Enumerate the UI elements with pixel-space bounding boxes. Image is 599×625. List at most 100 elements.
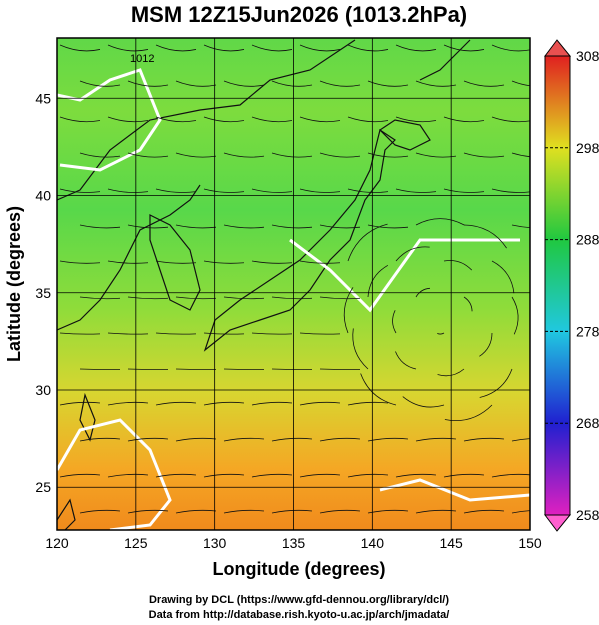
streamline [463,437,505,442]
streamline [155,116,197,123]
streamline [223,296,265,300]
y-axis-label: Latitude (degrees) [4,206,24,362]
streamline [463,224,507,249]
streamline [127,152,169,158]
streamline [360,373,397,406]
streamline [367,509,409,514]
streamline [319,152,361,158]
streamline [347,473,389,478]
x-tick-label: 140 [361,535,385,551]
streamline [415,218,465,226]
streamline [347,44,389,52]
streamline [155,473,197,478]
streamline [271,509,313,514]
streamline [491,44,530,52]
streamline [415,80,457,87]
colorbar-top-arrow [544,39,572,57]
streamline [203,188,245,193]
streamline [251,188,293,193]
y-tick-label: 25 [35,479,51,495]
streamline [299,332,341,335]
x-tick-label: 130 [203,535,227,551]
streamline [107,260,149,264]
streamline [395,188,437,193]
streamline [59,401,101,406]
streamline [444,404,493,421]
streamline [271,296,313,300]
streamline [352,328,369,370]
streamline [367,224,409,229]
streamline [443,260,473,271]
streamline [127,368,169,370]
streamline [175,437,217,442]
credit: Drawing by DCL (https://www.gfd-dennou.o… [149,594,449,606]
colorbar-tick-label: 288 [576,232,599,248]
streamline [203,260,245,264]
streamline [107,332,149,335]
streamline [415,152,457,158]
streamline [79,296,121,300]
streamline [395,246,430,262]
y-tick-label: 30 [35,382,51,398]
colorbar-tick-label: 258 [576,507,599,523]
x-tick-label: 125 [124,535,148,551]
streamline [59,473,101,478]
streamline [367,152,409,158]
streamline [395,44,437,52]
streamline [443,116,485,123]
streamline [203,44,245,52]
x-tick-label: 145 [439,535,463,551]
streamline [319,368,361,370]
streamline [463,80,505,87]
streamline [415,437,457,442]
streamline [251,260,293,264]
colorbar-tick-label: 268 [576,415,599,431]
axes: 120 125 130 135 140 145 150 25 30 35 40 45 [35,38,542,551]
y-tick-label: 35 [35,285,51,301]
streamline [319,224,361,229]
x-tick-label: 120 [45,535,69,551]
streamline [79,509,121,514]
streamline [511,224,530,228]
streamline [223,437,265,442]
streamline [107,473,149,478]
streamline [271,437,313,442]
streamline [251,473,293,478]
streamline [251,44,293,52]
streamline [59,44,101,52]
streamline [271,80,313,87]
streamline [319,437,361,442]
streamline [299,116,341,123]
streamline [511,152,530,158]
streamline [175,368,217,370]
streamline [223,80,265,87]
streamlines [59,44,530,514]
streamline [127,296,169,300]
credit: Data from http://database.rish.kyoto-u.a… [149,609,450,621]
streamline [223,152,265,158]
streamline [79,437,121,442]
streamline [443,473,485,478]
streamline [299,260,341,264]
streamline [223,224,265,229]
streamline [155,260,197,264]
streamline [367,80,409,87]
streamline [175,152,217,158]
streamline [251,401,293,406]
map-area: 1012 [57,38,530,530]
streamline [203,116,245,123]
streamline [175,80,217,87]
streamline [319,509,361,514]
colorbar-tick-label: 298 [576,140,599,156]
x-tick-label: 135 [282,535,306,551]
streamline [175,224,217,229]
streamline [203,401,245,406]
colorbar-ticks: 258 268 278 288 298 308 [545,48,599,523]
streamline [299,401,341,406]
streamline [127,80,169,87]
streamline [491,473,530,478]
streamline [203,332,245,335]
streamline [155,188,197,193]
x-tick-label: 150 [518,535,542,551]
